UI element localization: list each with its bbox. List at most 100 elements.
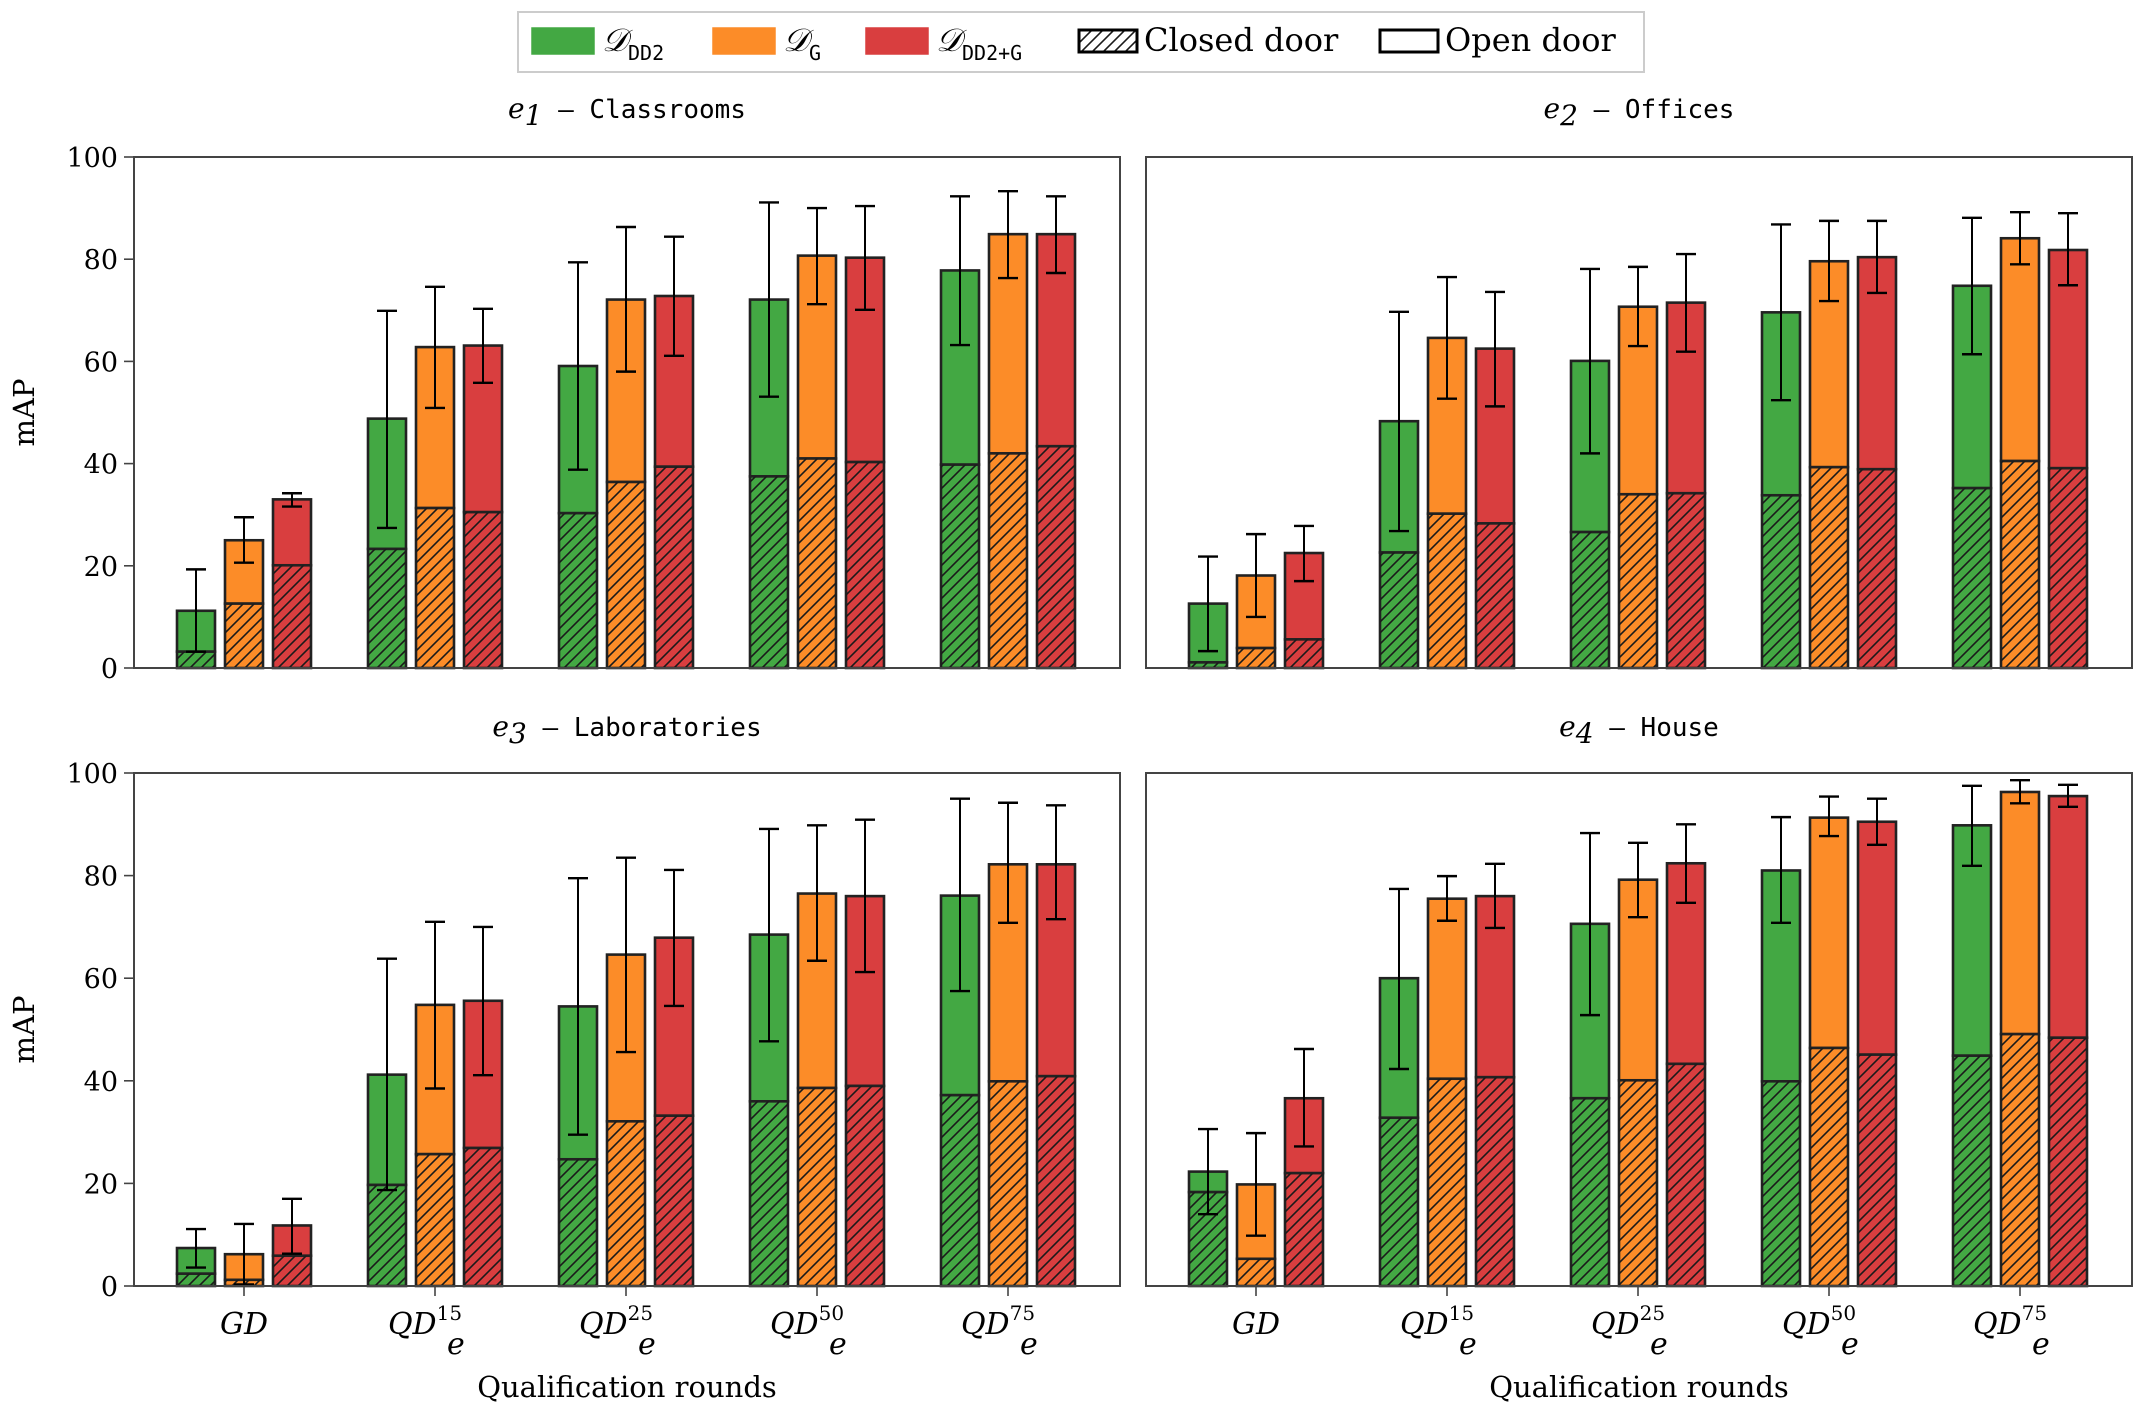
x-tick-label-sup: 25 xyxy=(628,1301,653,1325)
bar-hatch-overlay xyxy=(1667,1063,1705,1286)
bar-group-item xyxy=(223,1222,265,1288)
bar-group-item xyxy=(1569,267,1611,670)
y-tick-label: 20 xyxy=(84,1169,118,1200)
panel-title-text: – Laboratories xyxy=(527,713,762,743)
y-tick-label: 60 xyxy=(84,347,118,378)
y-tick-label: 0 xyxy=(101,1272,118,1303)
bar-hatch-overlay xyxy=(1476,523,1514,668)
bar-group-item xyxy=(1617,841,1659,1288)
panel-title-math: e xyxy=(508,92,525,125)
bar-group-item xyxy=(462,925,504,1288)
bar-hatch-overlay xyxy=(989,1081,1027,1286)
bar-hatch-overlay xyxy=(941,1095,979,1286)
x-tick-label-sup: 75 xyxy=(1010,1301,1035,1325)
bar-group-item xyxy=(1426,874,1468,1288)
bar-hatch-overlay xyxy=(1810,467,1848,668)
bar-hatch-overlay xyxy=(2049,1037,2087,1286)
x-tick-label: GD xyxy=(220,1307,268,1342)
bar-group-item xyxy=(366,309,408,670)
panel-title: e2 – Offices xyxy=(1544,92,1735,132)
bar-group-item xyxy=(2047,212,2089,670)
x-tick-label-base: QD xyxy=(579,1307,628,1342)
x-tick-label-sub: e xyxy=(638,1327,656,1362)
bar-hatch-overlay xyxy=(607,481,645,668)
bar-hatch-overlay xyxy=(177,1273,215,1286)
legend-sublabel: DD2+G xyxy=(962,41,1022,65)
bar-hatch-overlay xyxy=(1285,639,1323,668)
panel-2: e2 – Offices xyxy=(1145,92,2133,670)
x-tick-label-sup: 15 xyxy=(437,1301,462,1325)
y-tick-label: 0 xyxy=(101,654,118,685)
bar-hatch-overlay xyxy=(1380,1117,1418,1286)
bar-group-item xyxy=(844,204,886,670)
x-axis-label: Qualification rounds xyxy=(1489,1370,1789,1404)
bar-group-item xyxy=(796,824,838,1288)
bar-group-item xyxy=(1808,219,1850,670)
legend-swatch xyxy=(712,27,776,55)
bar-hatch-overlay xyxy=(798,1087,836,1286)
panel-title-text: – House xyxy=(1594,713,1719,743)
x-tick-label-sub: e xyxy=(829,1327,847,1362)
panel-title-sub: 1 xyxy=(525,99,543,132)
bar-group-item xyxy=(748,201,790,670)
bar-hatch-overlay xyxy=(1037,446,1075,668)
bar-group-item xyxy=(1378,310,1420,670)
panel-title-text: – Classrooms xyxy=(542,95,746,125)
panel-title-sub: 3 xyxy=(509,717,527,750)
bar-group-item xyxy=(175,568,217,670)
x-tick-label-base: QD xyxy=(1973,1307,2022,1342)
x-tick-label: QD15 xyxy=(388,1301,462,1342)
bar-group-item xyxy=(1999,210,2041,670)
x-tick-label-base: QD xyxy=(1782,1307,1831,1342)
x-tick-label: GD xyxy=(1232,1307,1280,1342)
bar-hatch-overlay xyxy=(273,1255,311,1286)
x-tick-label: QD50 xyxy=(1782,1301,1856,1342)
bar-hatch-overlay xyxy=(225,603,263,668)
bar-group-item xyxy=(1951,216,1993,670)
bar-hatch-overlay xyxy=(1428,513,1466,668)
x-tick-label-sub: e xyxy=(1020,1327,1038,1362)
x-tick-label-sup: 25 xyxy=(1640,1301,1665,1325)
bar-hatch-overlay xyxy=(416,508,454,668)
bar-hatch-overlay xyxy=(1189,662,1227,668)
plot-frame xyxy=(133,772,1121,1287)
y-tick-label: 20 xyxy=(84,552,118,583)
bar-open-segment xyxy=(271,498,313,567)
x-tick-label: QD75 xyxy=(1973,1301,2047,1342)
bar-group-item xyxy=(1474,290,1516,670)
x-tick-label: QD25 xyxy=(579,1301,653,1342)
y-axis-label: mAP xyxy=(7,996,41,1064)
bar-group-item xyxy=(1187,1127,1229,1288)
legend-entry: Open door xyxy=(1378,21,1616,59)
legend-hatch-swatch xyxy=(1077,28,1139,54)
bar-hatch-overlay xyxy=(1237,648,1275,668)
bar-hatch-overlay xyxy=(846,462,884,668)
bar-group-item xyxy=(1378,887,1420,1288)
y-tick-label: 80 xyxy=(84,245,118,276)
bar-open-segment xyxy=(1856,820,1898,1056)
bar-group-item xyxy=(1808,795,1850,1288)
bar-group-item xyxy=(366,957,408,1288)
bar-hatch-overlay xyxy=(607,1121,645,1286)
panel-title: e4 – House xyxy=(1559,710,1719,750)
bar-hatch-overlay xyxy=(750,1101,788,1286)
bar-group-item xyxy=(1665,252,1707,670)
bar-hatch-overlay xyxy=(368,1184,406,1286)
legend: 𝒟 DD2 𝒟 G 𝒟 DD2+G Closed door Open door xyxy=(517,11,1645,73)
bar-group-item xyxy=(1856,219,1898,670)
x-tick-label-base: QD xyxy=(961,1307,1010,1342)
bar-group-item xyxy=(605,856,647,1288)
bar-group-item xyxy=(987,801,1029,1288)
bar-group-item xyxy=(223,516,265,670)
y-tick-label: 100 xyxy=(66,143,118,174)
bar-hatch-overlay xyxy=(941,464,979,668)
bar-group-item xyxy=(1235,1131,1277,1288)
y-tick-label: 60 xyxy=(84,964,118,995)
plot-frame xyxy=(133,156,1121,669)
x-tick-label: QD25 xyxy=(1591,1301,1665,1342)
y-axis-label: mAP xyxy=(7,379,41,447)
bar-group-item xyxy=(1665,823,1707,1288)
bar-hatch-overlay xyxy=(989,453,1027,668)
